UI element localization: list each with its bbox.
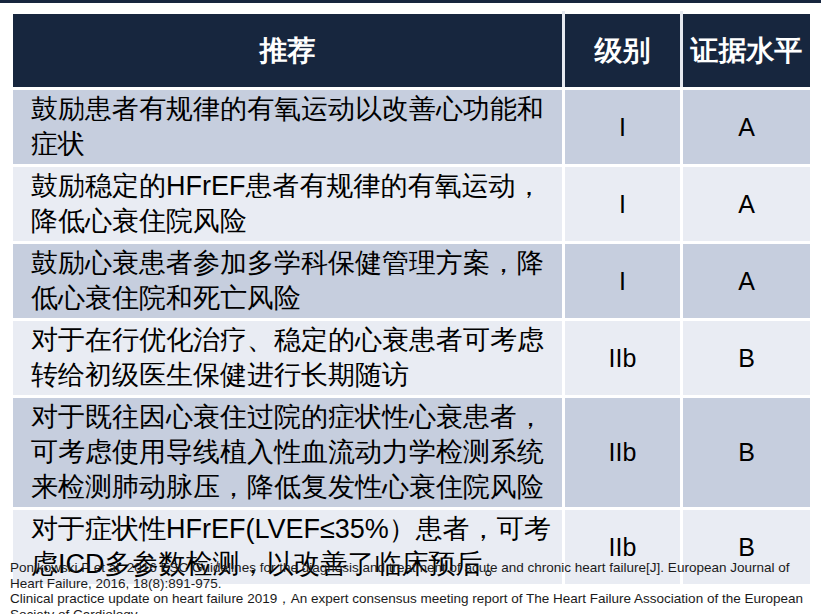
table-header-row: 推荐 级别 证据水平 (12, 13, 812, 89)
citation-2: Clinical practice update on heart failur… (10, 591, 812, 614)
evidence-cell: A (682, 89, 812, 166)
top-accent-bar (0, 0, 821, 3)
table-row: 鼓励稳定的HFrEF患者有规律的有氧运动，降低心衰住院风险 I A (12, 166, 812, 243)
recommendation-cell: 鼓励心衰患者参加多学科保健管理方案，降低心衰住院和死亡风险 (12, 243, 564, 320)
class-cell: I (564, 89, 682, 166)
slide: 推荐 级别 证据水平 鼓励患者有规律的有氧运动以改善心功能和症状 I A 鼓励稳… (0, 0, 821, 614)
class-cell: I (564, 243, 682, 320)
table-row: 对于在行优化治疗、稳定的心衰患者可考虑转给初级医生保健进行长期随访 IIb B (12, 320, 812, 397)
class-cell: I (564, 166, 682, 243)
recommendation-cell: 鼓励稳定的HFrEF患者有规律的有氧运动，降低心衰住院风险 (12, 166, 564, 243)
recommendation-cell: 对于既往因心衰住过院的症状性心衰患者，可考虑使用导线植入性血流动力学检测系统来检… (12, 397, 564, 509)
class-cell: IIb (564, 397, 682, 509)
evidence-cell: A (682, 243, 812, 320)
table-row: 鼓励心衰患者参加多学科保健管理方案，降低心衰住院和死亡风险 I A (12, 243, 812, 320)
column-header-recommendation: 推荐 (12, 13, 564, 89)
guidelines-table: 推荐 级别 证据水平 鼓励患者有规律的有氧运动以改善心功能和症状 I A 鼓励稳… (10, 11, 813, 587)
recommendation-cell: 对于在行优化治疗、稳定的心衰患者可考虑转给初级医生保健进行长期随访 (12, 320, 564, 397)
column-header-evidence: 证据水平 (682, 13, 812, 89)
class-cell: IIb (564, 320, 682, 397)
table-row: 鼓励患者有规律的有氧运动以改善心功能和症状 I A (12, 89, 812, 166)
citation-1: Ponikowski P et al. 2016 ESC Guidelines … (10, 560, 812, 591)
column-header-class: 级别 (564, 13, 682, 89)
citations: Ponikowski P et al. 2016 ESC Guidelines … (10, 560, 812, 614)
evidence-cell: B (682, 320, 812, 397)
evidence-cell: A (682, 166, 812, 243)
table-row: 对于既往因心衰住过院的症状性心衰患者，可考虑使用导线植入性血流动力学检测系统来检… (12, 397, 812, 509)
evidence-cell: B (682, 397, 812, 509)
recommendation-cell: 鼓励患者有规律的有氧运动以改善心功能和症状 (12, 89, 564, 166)
